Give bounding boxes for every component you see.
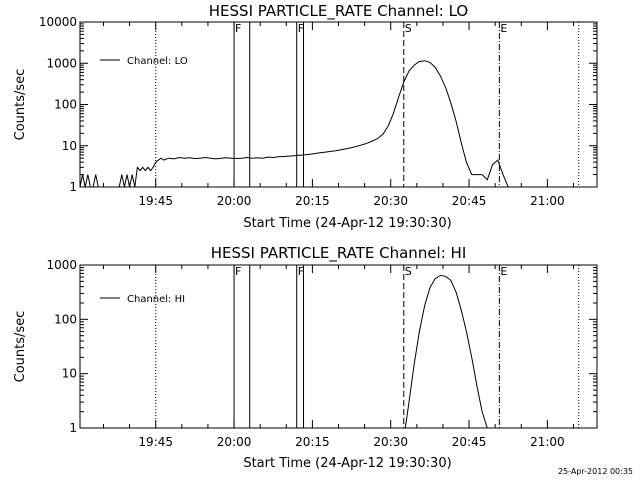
flag-label: F — [298, 265, 304, 278]
x-tick-label: 19:45 — [138, 435, 173, 449]
chart-title: HESSI PARTICLE_RATE Channel: HI — [211, 244, 467, 263]
flag-label: F — [235, 265, 241, 278]
x-tick-label: 20:15 — [295, 435, 330, 449]
footer-timestamp: 25-Apr-2012 00:35 — [558, 467, 633, 476]
plot-frame — [79, 21, 598, 188]
x-tick-label: 20:00 — [217, 194, 252, 208]
y-tick-label: 100 — [54, 312, 77, 326]
panel-hi: HESSI PARTICLE_RATE Channel: HI F F S E 1 10 10… — [13, 244, 598, 471]
panel-lo: HESSI PARTICLE_RATE Channel: LOF F S E 1 10 10… — [13, 2, 598, 231]
x-axis-label: Start Time (24-Apr-12 19:30:30) — [243, 456, 451, 471]
x-tick-label: 20:30 — [373, 194, 408, 208]
x-tick-label: 20:30 — [373, 435, 408, 449]
flag-label: F — [235, 22, 241, 35]
legend-label: Channel: HI — [127, 294, 185, 305]
x-tick-label: 21:00 — [530, 435, 565, 449]
flag-label: S — [405, 265, 412, 278]
y-tick-label: 10000 — [39, 15, 77, 29]
legend-label: Channel: LO — [127, 56, 188, 67]
y-tick-label: 1000 — [46, 56, 77, 70]
series-line — [79, 60, 530, 188]
flag-label: E — [500, 265, 507, 278]
x-tick-label: 20:15 — [295, 194, 330, 208]
x-tick-label: 19:45 — [138, 194, 173, 208]
flag-label: F — [298, 22, 304, 35]
x-tick-label: 20:45 — [452, 194, 487, 208]
plot-frame — [79, 264, 598, 429]
y-tick-label: 1 — [69, 421, 77, 435]
y-tick-label: 1000 — [46, 258, 77, 272]
chart-title: HESSI PARTICLE_RATE Channel: LO — [209, 2, 468, 21]
x-tick-label: 21:00 — [530, 194, 565, 208]
x-axis-label: Start Time (24-Apr-12 19:30:30) — [243, 216, 451, 231]
series-line — [404, 274, 488, 429]
y-tick-label: 10 — [62, 367, 77, 381]
x-tick-label: 20:00 — [217, 435, 252, 449]
y-tick-label: 10 — [62, 139, 77, 153]
flag-label: S — [405, 22, 412, 35]
y-axis-label: Counts/sec — [13, 69, 28, 141]
y-axis-label: Counts/sec — [13, 311, 28, 383]
y-tick-label: 100 — [54, 98, 77, 112]
flag-label: E — [500, 22, 507, 35]
y-tick-label: 1 — [69, 180, 77, 194]
x-tick-label: 20:45 — [452, 435, 487, 449]
